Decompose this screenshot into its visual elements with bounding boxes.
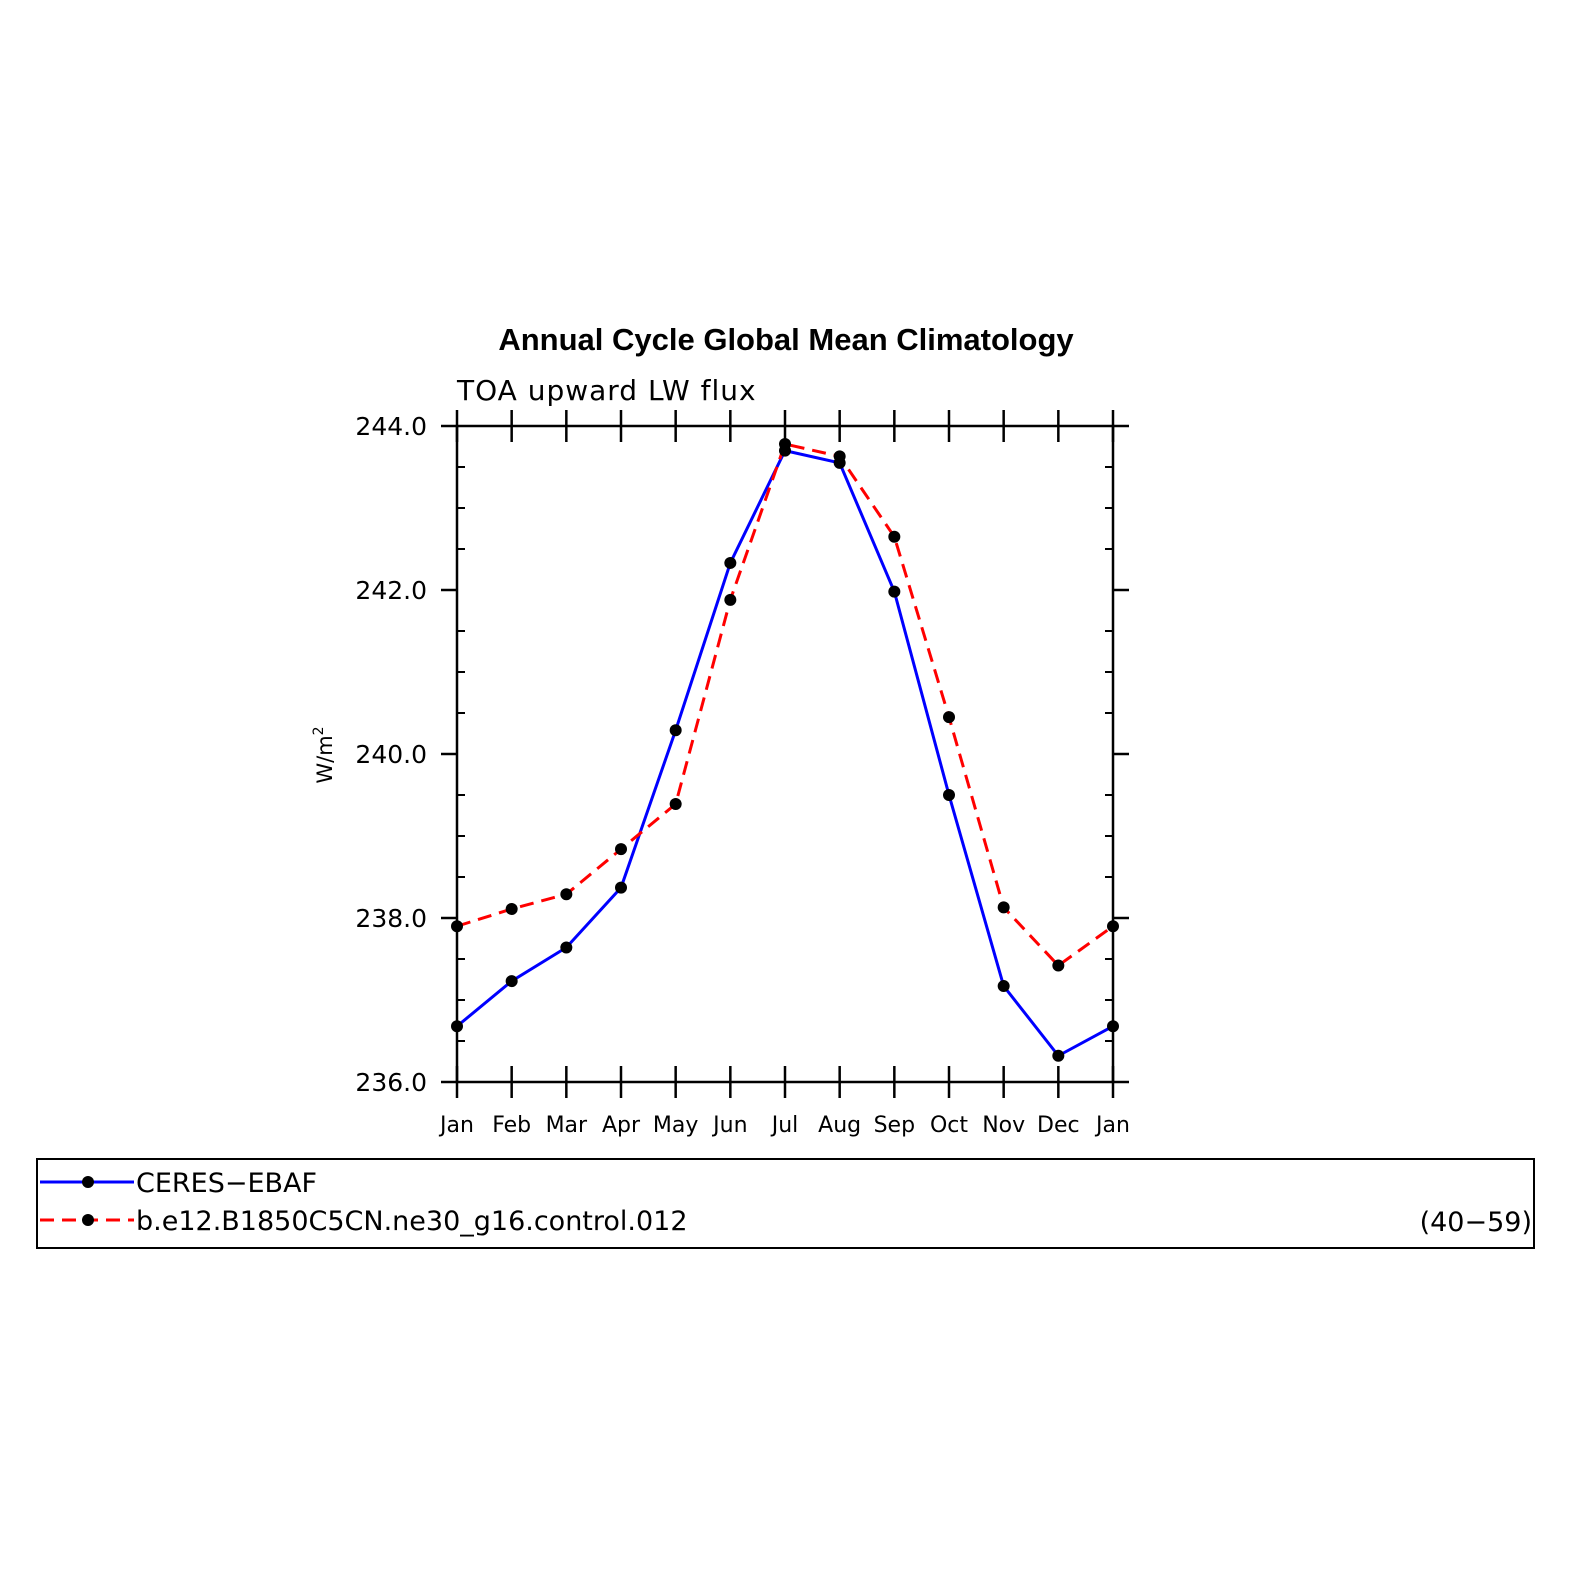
series-1-point [724,556,737,569]
series-line-2 [456,442,1114,968]
x-tick-label: Sep [874,1113,915,1138]
chart-title: Annual Cycle Global Mean Climatology [498,322,1074,357]
y-axis-label-text: W/m [313,735,337,783]
y-tick-label: 242.0 [355,576,427,605]
legend-label-2: b.e12.B1850C5CN.ne30_g16.control.012 [136,1206,688,1237]
x-tick-label: Feb [492,1113,531,1138]
series-1-point [943,789,955,801]
series-2-point [1107,920,1119,933]
x-tick-label: Aug [818,1113,861,1138]
series-1-point [615,881,627,894]
y-tick-label: 236.0 [355,1068,427,1097]
x-tick-label: Jul [770,1113,799,1138]
series-1-point [888,585,901,598]
legend: CERES−EBAF b.e12.B1850C5CN.ne30_g16.contr… [36,1158,1535,1249]
x-tick-label: Jan [438,1113,474,1138]
legend-box [36,1158,1535,1249]
x-tick-label: Dec [1037,1113,1080,1138]
x-tick-label: May [653,1113,698,1138]
x-tick-label: Apr [602,1113,641,1138]
series-2-point [560,888,573,901]
legend-entries: CERES−EBAF b.e12.B1850C5CN.ne30_g16.contr… [40,1168,688,1237]
series-line-1 [456,448,1114,1058]
y-tick-label: 238.0 [355,904,427,933]
y-tick-label: 240.0 [355,740,427,769]
series-1-point [505,975,518,988]
series-2-point [1052,959,1065,972]
series [451,438,1119,1062]
series-2-point [888,530,901,543]
y-tick-label: 244.0 [355,412,427,441]
series-2-point [779,438,791,451]
series-2-point [505,902,518,915]
plot-frame [455,424,1115,1084]
series-2-point [997,901,1010,914]
x-tick-labels: Jan Feb Mar Apr May Jun Jul Aug Sep Oct Nov Dec Jan [438,1113,1130,1138]
series-2-point [943,711,955,724]
series-2-point [833,450,846,463]
legend-label-1: CERES−EBAF [136,1168,317,1199]
plot-border [455,424,1115,1084]
series-2-point [669,798,682,811]
legend-marker-2 [82,1214,94,1226]
svg-text:W/m2: W/m2 [311,726,337,783]
series-1-point [1052,1049,1065,1062]
series-1-point [451,1020,463,1033]
series-1-point [560,941,573,954]
legend-marker-1 [82,1176,94,1188]
series-1-point [997,980,1010,993]
x-tick-label: Mar [546,1113,588,1138]
y-axis-label-superscript: 2 [311,726,327,735]
x-tick-label: Nov [982,1113,1025,1138]
legend-note: (40−59) [1420,1207,1532,1238]
x-tick-label: Jun [711,1113,747,1138]
axis-ticks [441,410,1129,1098]
series-2-point [615,843,627,856]
series-2-point [724,593,737,606]
y-axis-label: W/m2 [311,726,337,783]
series-1-point [669,724,682,737]
chart-subtitle: TOA upward LW flux [456,374,757,407]
x-tick-label: Jan [1094,1113,1130,1138]
series-1-point [1107,1020,1119,1033]
series-2-point [451,920,463,933]
y-tick-labels: 236.0 238.0 240.0 242.0 244.0 [355,412,427,1097]
x-tick-label: Oct [930,1113,968,1138]
